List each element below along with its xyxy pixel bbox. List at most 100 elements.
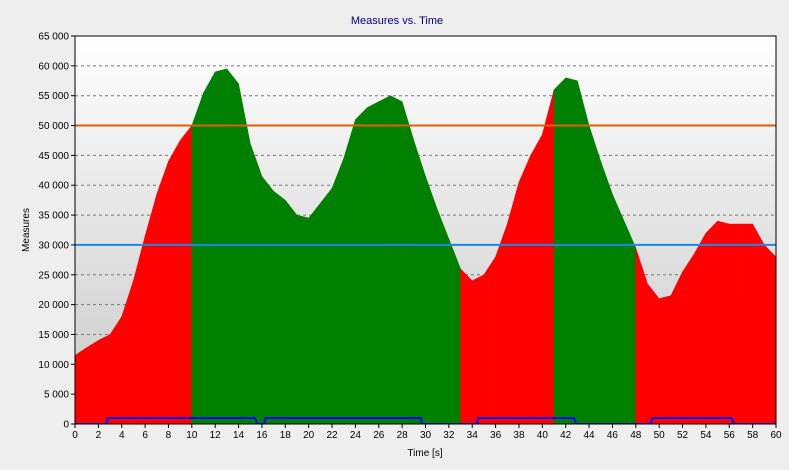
- y-tick-label: 5 000: [44, 390, 69, 401]
- x-tick-label: 30: [420, 430, 432, 441]
- y-tick-label: 55 000: [38, 91, 69, 102]
- measure-area-segment: [705, 220, 718, 424]
- measure-area-segment: [308, 202, 321, 424]
- measure-area-segment: [401, 101, 415, 424]
- measure-area-segment: [729, 223, 742, 424]
- x-tick-label: 18: [280, 430, 292, 441]
- measure-area-segment: [530, 133, 543, 424]
- measure-area-segment: [577, 80, 590, 424]
- x-tick-label: 38: [513, 430, 525, 441]
- x-tick-label: 46: [607, 430, 619, 441]
- measure-area-segment: [214, 68, 228, 424]
- y-tick-label: 30 000: [38, 240, 69, 251]
- measure-area-segment: [565, 77, 578, 424]
- x-tick-label: 14: [233, 430, 245, 441]
- measure-area-segment: [343, 119, 356, 424]
- x-tick-label: 40: [537, 430, 549, 441]
- measure-area-segment: [764, 244, 776, 424]
- y-tick-label: 40 000: [38, 181, 69, 192]
- x-tick-label: 48: [630, 430, 642, 441]
- x-tick-label: 60: [770, 430, 782, 441]
- x-tick-label: 10: [186, 430, 198, 441]
- y-tick-label: 45 000: [38, 151, 69, 162]
- x-tick-label: 4: [119, 430, 125, 441]
- measure-area-segment: [471, 274, 485, 424]
- measure-area-segment: [448, 238, 461, 424]
- measure-area-segment: [600, 161, 613, 424]
- measure-area-segment: [413, 140, 426, 424]
- measure-area-segment: [693, 232, 707, 424]
- measure-area-segment: [250, 143, 263, 424]
- y-tick-label: 20 000: [38, 300, 69, 311]
- measure-area-segment: [495, 223, 508, 424]
- measure-area-segment: [752, 223, 765, 424]
- measure-area-segment: [483, 256, 496, 424]
- chart-title: Measures vs. Time: [351, 15, 443, 27]
- x-tick-label: 22: [326, 430, 338, 441]
- measure-area-segment: [623, 220, 637, 424]
- x-tick-label: 58: [747, 430, 759, 441]
- measure-area-segment: [355, 107, 368, 424]
- x-tick-label: 0: [72, 430, 78, 441]
- x-tick-label: 34: [467, 430, 479, 441]
- measure-area-segment: [331, 158, 344, 424]
- measure-area-segment: [658, 295, 672, 424]
- measure-area-segment: [226, 68, 239, 424]
- x-tick-label: 24: [350, 430, 362, 441]
- x-tick-label: 28: [397, 430, 409, 441]
- state-line: [75, 417, 776, 424]
- measure-area-segment: [75, 347, 87, 424]
- measure-area-segment: [647, 282, 660, 424]
- x-tick-label: 8: [166, 430, 172, 441]
- measure-area-segment: [86, 339, 99, 424]
- measure-area-segment: [366, 101, 380, 424]
- measure-area-segment: [168, 139, 181, 424]
- x-tick-label: 12: [210, 430, 222, 441]
- x-tick-label: 26: [373, 430, 385, 441]
- x-tick-label: 32: [443, 430, 455, 441]
- measure-area-segment: [98, 334, 111, 424]
- x-tick-label: 2: [96, 430, 102, 441]
- measure-area-segment: [460, 268, 473, 424]
- measure-area-segment: [507, 182, 520, 424]
- y-tick-label: 65 000: [38, 32, 69, 43]
- measure-area-segment: [273, 190, 286, 424]
- measure-area-segment: [740, 223, 753, 424]
- measure-area-segment: [682, 253, 695, 424]
- measure-area-segment: [191, 92, 204, 424]
- x-tick-label: 36: [490, 430, 502, 441]
- x-tick-label: 20: [303, 430, 315, 441]
- measure-area-segment: [378, 95, 391, 424]
- measure-area-segment: [179, 124, 193, 424]
- x-tick-label: 50: [654, 430, 666, 441]
- y-axis-label: Measures: [21, 208, 32, 252]
- x-tick-label: 6: [142, 430, 148, 441]
- y-tick-label: 10 000: [38, 360, 69, 371]
- x-axis-label: Time [s]: [407, 448, 442, 459]
- axis-ticks: 0 5 000 10 000 15 000 20 000 25 000 30 000 35 0…: [38, 32, 782, 442]
- measure-area-segment: [109, 315, 122, 424]
- x-tick-label: 54: [700, 430, 712, 441]
- measure-area-segment: [588, 125, 601, 424]
- measure-area-segment: [518, 155, 531, 424]
- x-tick-label: 44: [584, 430, 596, 441]
- measure-area-segment: [156, 161, 169, 424]
- x-tick-label: 16: [256, 430, 268, 441]
- measure-area-segment: [285, 199, 298, 424]
- measure-area-segment: [436, 209, 450, 424]
- y-tick-label: 35 000: [38, 211, 69, 222]
- y-tick-label: 50 000: [38, 121, 69, 132]
- measure-area-segment: [542, 89, 555, 424]
- measure-area-segment: [425, 176, 438, 424]
- measure-area-segment: [717, 220, 730, 424]
- measure-area-segment: [320, 187, 333, 424]
- measure-area-segment: [238, 83, 251, 424]
- measure-area-segment: [612, 194, 625, 424]
- line-layer: [75, 124, 776, 424]
- measure-area-segment: [670, 271, 683, 424]
- x-tick-label: 42: [560, 430, 572, 441]
- y-tick-label: 60 000: [38, 61, 69, 72]
- x-tick-label: 52: [677, 430, 689, 441]
